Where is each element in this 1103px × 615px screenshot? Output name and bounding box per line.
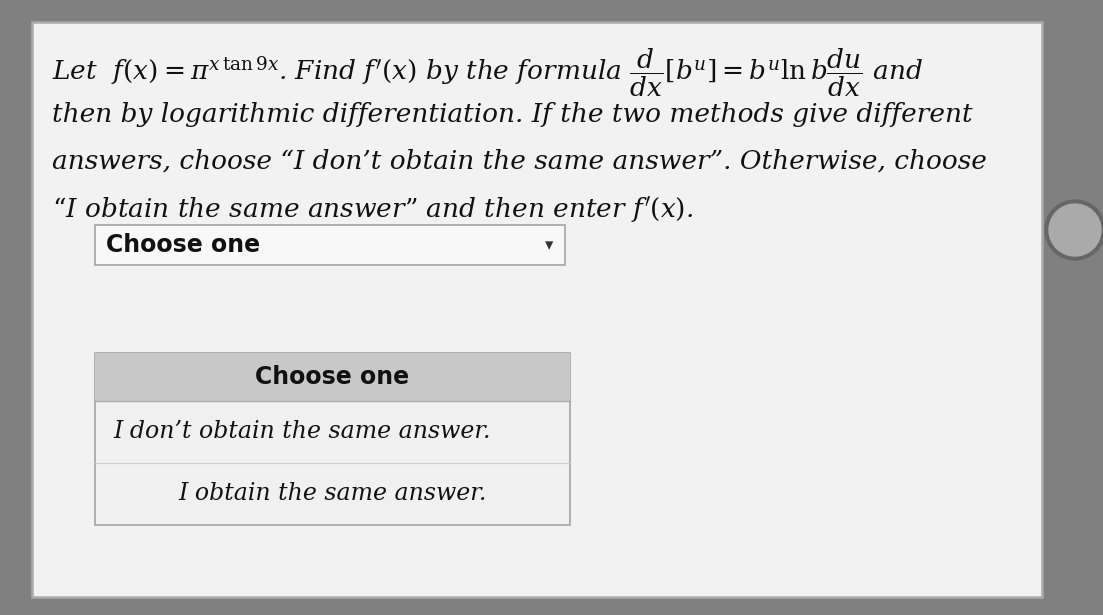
Circle shape xyxy=(1049,204,1101,256)
Text: Choose one: Choose one xyxy=(106,233,260,257)
Text: Let  $f(x) = \pi^{x\,\tan 9x}$. Find $f'(x)$ by the formula $\dfrac{d}{dx}[b^u] : Let $f(x) = \pi^{x\,\tan 9x}$. Find $f'(… xyxy=(52,47,923,99)
Circle shape xyxy=(1045,200,1103,260)
FancyBboxPatch shape xyxy=(32,22,1042,597)
Text: ▾: ▾ xyxy=(545,236,554,254)
FancyBboxPatch shape xyxy=(95,353,570,525)
Text: Choose one: Choose one xyxy=(256,365,409,389)
Text: I don’t obtain the same answer.: I don’t obtain the same answer. xyxy=(113,421,491,443)
FancyBboxPatch shape xyxy=(95,225,565,265)
Text: I obtain the same answer.: I obtain the same answer. xyxy=(179,483,486,506)
Text: answers, choose “I don’t obtain the same answer”. Otherwise, choose: answers, choose “I don’t obtain the same… xyxy=(52,149,987,174)
FancyBboxPatch shape xyxy=(95,353,570,401)
Text: then by logarithmic differentiation. If the two methods give different: then by logarithmic differentiation. If … xyxy=(52,102,973,127)
Text: “I obtain the same answer” and then enter $f'(x)$.: “I obtain the same answer” and then ente… xyxy=(52,196,694,226)
